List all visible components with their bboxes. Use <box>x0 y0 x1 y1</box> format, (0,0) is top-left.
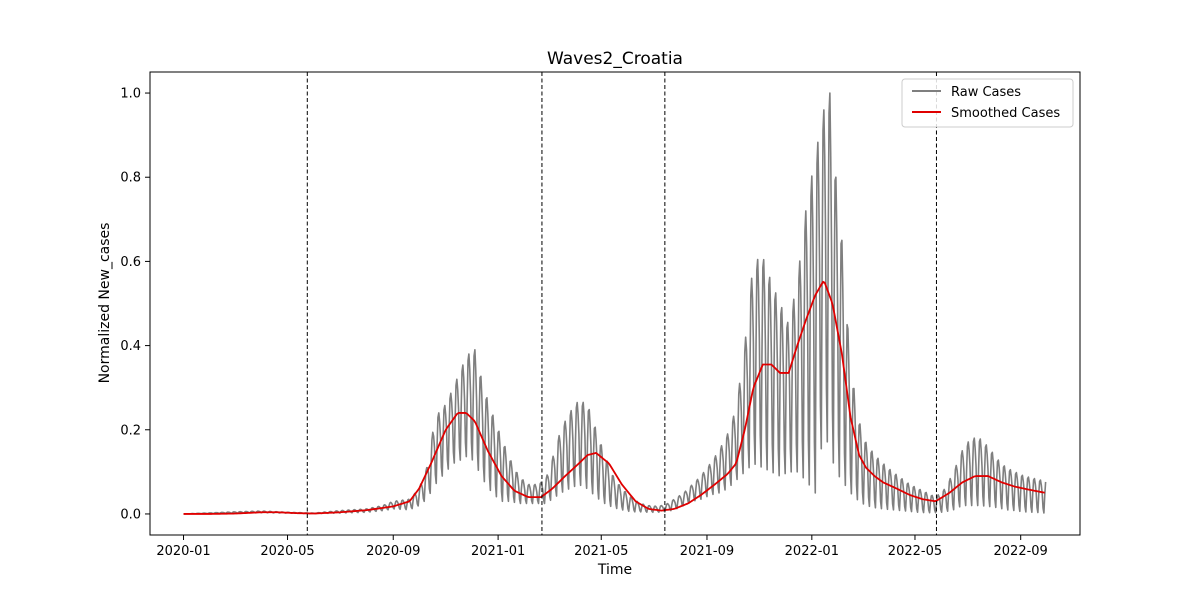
legend-smoothed-label: Smoothed Cases <box>951 106 1060 121</box>
x-tick-label: 2022-05 <box>888 544 942 559</box>
chart-title: Waves2_Croatia <box>547 49 683 69</box>
x-tick-label: 2020-01 <box>156 544 210 559</box>
y-tick-label: 0.0 <box>120 507 141 522</box>
y-tick-label: 0.4 <box>120 339 141 354</box>
x-tick-label: 2022-09 <box>994 544 1048 559</box>
plot-content <box>183 72 1047 535</box>
y-tick-label: 1.0 <box>120 87 141 102</box>
x-tick-label: 2020-09 <box>366 544 420 559</box>
y-tick-label: 0.6 <box>120 255 141 270</box>
x-tick-label: 2021-09 <box>680 544 734 559</box>
axes: 2020-01 2020-05 2020-09 2021-01 2021-05 2021-… <box>120 71 1081 559</box>
y-tick-label: 0.2 <box>120 423 141 438</box>
x-tick-label: 2022-01 <box>785 544 839 559</box>
x-axis-label: Time <box>597 562 632 578</box>
y-axis-label: Normalized New_cases <box>97 223 113 384</box>
legend-box <box>901 78 1074 128</box>
y-tick-label: 0.8 <box>120 171 141 186</box>
x-tick-label: 2021-01 <box>471 544 525 559</box>
x-tick-label: 2020-05 <box>260 544 314 559</box>
legend-raw-label: Raw Cases <box>951 85 1021 100</box>
plot-frame <box>149 71 1081 536</box>
smoothed-cases-line <box>183 280 1045 515</box>
x-tick-label: 2021-05 <box>574 544 628 559</box>
legend: Raw Cases Smoothed Cases <box>901 78 1074 128</box>
